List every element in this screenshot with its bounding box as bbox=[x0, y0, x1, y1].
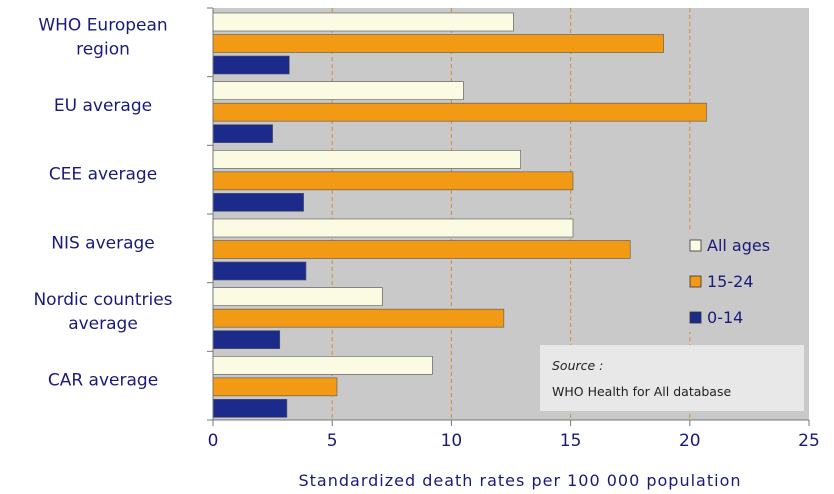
bar bbox=[212, 150, 521, 169]
bars bbox=[212, 12, 707, 418]
source-label: Source : bbox=[552, 358, 603, 373]
legend-label: 0-14 bbox=[707, 308, 743, 327]
tick-labels: 0 5 10 15 20 25 bbox=[208, 431, 820, 451]
category-label: average bbox=[68, 314, 138, 334]
bar bbox=[212, 287, 383, 306]
x-tick-label: 15 bbox=[560, 431, 582, 451]
category-label: NIS average bbox=[51, 233, 155, 253]
category-label: region bbox=[76, 39, 130, 59]
bar bbox=[212, 308, 505, 328]
bar bbox=[212, 240, 631, 259]
source-box-bg bbox=[540, 345, 804, 411]
legend-label: All ages bbox=[707, 236, 770, 255]
x-tick-label: 5 bbox=[327, 431, 338, 451]
bar bbox=[212, 193, 304, 212]
category-label: CAR average bbox=[48, 371, 158, 391]
category-label: CEE average bbox=[49, 165, 157, 185]
bar bbox=[212, 171, 574, 191]
x-tick-label: 0 bbox=[208, 431, 219, 451]
x-tick-label: 20 bbox=[679, 431, 701, 451]
bar bbox=[212, 330, 281, 349]
category-labels: WHO European region EU average CEE average N… bbox=[33, 15, 172, 390]
category-label: WHO European bbox=[38, 15, 167, 35]
bar bbox=[212, 102, 707, 122]
x-axis-title: Standardized death rates per 100 000 pop… bbox=[299, 471, 742, 490]
axes bbox=[207, 7, 810, 426]
x-tick-label: 25 bbox=[798, 431, 820, 451]
bar bbox=[212, 81, 464, 100]
bar bbox=[212, 12, 514, 32]
bar bbox=[212, 377, 338, 397]
bar bbox=[212, 55, 290, 75]
bar bbox=[212, 261, 307, 281]
bar bbox=[212, 34, 664, 53]
legend: All ages 15-24 0-14 bbox=[676, 232, 804, 332]
legend-label: 15-24 bbox=[707, 272, 754, 291]
source-box: Source : WHO Health for All database bbox=[540, 345, 804, 411]
bar bbox=[212, 218, 574, 238]
bar bbox=[212, 399, 288, 418]
bar bbox=[212, 356, 433, 375]
category-label: EU average bbox=[54, 96, 152, 116]
category-label: Nordic countries bbox=[33, 290, 172, 310]
x-tick-label: 10 bbox=[441, 431, 463, 451]
bar bbox=[212, 124, 273, 143]
legend-swatch bbox=[689, 239, 702, 252]
source-text: WHO Health for All database bbox=[552, 384, 731, 399]
legend-swatch bbox=[689, 311, 702, 324]
legend-swatch bbox=[689, 275, 702, 288]
